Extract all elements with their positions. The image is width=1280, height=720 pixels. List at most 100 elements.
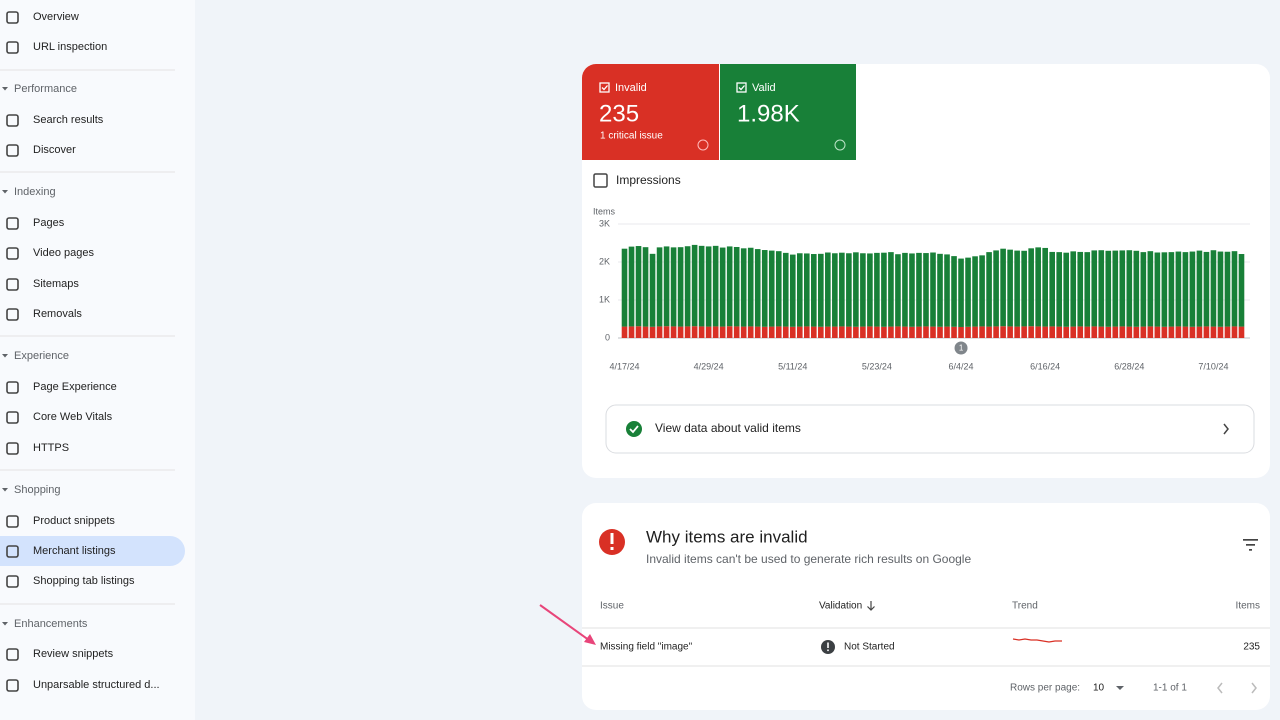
bar <box>1126 326 1133 338</box>
caret <box>2 622 8 626</box>
bar <box>1231 326 1238 338</box>
annotation-marker[interactable] <box>954 341 968 355</box>
help-icon[interactable] <box>697 139 709 151</box>
nav-icon <box>6 679 19 692</box>
nav-section[interactable]: Shopping <box>14 484 61 496</box>
bar <box>1105 326 1112 338</box>
pointer-arrowhead <box>584 634 596 645</box>
bar <box>1119 250 1126 327</box>
bar <box>1021 326 1027 338</box>
help-icon[interactable] <box>834 139 846 151</box>
impressions-label: Impressions <box>616 173 681 187</box>
rows-per-page[interactable]: 10 <box>1093 683 1105 694</box>
bar <box>789 254 796 327</box>
nav-item[interactable]: Review snippets <box>33 648 114 660</box>
bar <box>1070 326 1077 338</box>
error-mark <box>610 547 614 550</box>
bar <box>839 326 845 338</box>
x-tick-label: 5/23/24 <box>862 361 892 371</box>
nav-icon <box>6 442 19 455</box>
bar <box>796 253 803 327</box>
nav-item[interactable]: URL inspection <box>33 41 107 53</box>
filter-icon[interactable] <box>1243 539 1258 551</box>
issue-name[interactable]: Missing field "image" <box>600 642 693 653</box>
column-header[interactable]: Validation <box>819 601 862 612</box>
bar <box>846 253 852 327</box>
nav-icon <box>6 381 19 394</box>
dropdown-arrow[interactable] <box>1116 686 1124 690</box>
bar <box>881 252 887 327</box>
nav-item[interactable]: Sitemaps <box>33 278 79 290</box>
bar <box>1154 326 1161 338</box>
bar <box>1217 326 1224 338</box>
bar <box>1147 251 1154 327</box>
status-mark <box>827 649 829 652</box>
bar <box>649 326 656 338</box>
nav-item[interactable]: Removals <box>33 308 82 320</box>
bar <box>832 253 838 327</box>
nav-item[interactable]: Unparsable structured d... <box>33 679 160 691</box>
bar <box>1140 326 1147 338</box>
bar <box>818 326 824 338</box>
bar <box>979 326 985 338</box>
bar <box>1133 326 1140 338</box>
bar <box>916 252 922 327</box>
bar <box>803 253 810 327</box>
bar <box>719 247 726 327</box>
valid-link[interactable] <box>605 404 1255 454</box>
impressions-checkbox[interactable] <box>593 173 608 188</box>
nav-item[interactable]: Product snippets <box>33 515 115 527</box>
bar <box>628 326 635 338</box>
bar <box>754 249 761 327</box>
bar <box>719 326 726 338</box>
nav-item[interactable]: Video pages <box>33 247 94 259</box>
nav-section[interactable]: Enhancements <box>14 618 88 630</box>
nav-item[interactable]: Core Web Vitals <box>33 411 113 423</box>
nav-item[interactable]: Search results <box>33 114 104 126</box>
next-page[interactable] <box>1251 682 1257 694</box>
bar <box>670 247 677 327</box>
nav-icon <box>6 41 19 54</box>
nav-item[interactable]: Shopping tab listings <box>33 575 135 587</box>
checkbox <box>599 82 610 93</box>
bar <box>1140 252 1147 327</box>
bar <box>1203 326 1210 338</box>
bar <box>642 326 649 338</box>
nav-icon <box>6 308 19 321</box>
prev-page[interactable] <box>1217 682 1223 694</box>
nav-item[interactable]: Overview <box>33 11 79 23</box>
bar <box>1147 326 1154 338</box>
bar <box>867 326 873 338</box>
bar <box>930 252 936 327</box>
nav-icon <box>6 411 19 424</box>
caret <box>2 488 8 492</box>
bar <box>860 326 866 338</box>
nav-section[interactable]: Indexing <box>14 186 56 198</box>
bar <box>775 251 782 327</box>
bar <box>1105 250 1112 327</box>
nav-item[interactable]: Discover <box>33 144 76 156</box>
bar <box>761 250 768 327</box>
nav-item[interactable]: Pages <box>33 217 65 229</box>
bar <box>1084 326 1091 338</box>
bar <box>1189 326 1196 338</box>
bar <box>909 326 915 338</box>
nav-section[interactable]: Experience <box>14 350 69 362</box>
nav-item[interactable]: HTTPS <box>33 442 69 454</box>
bar <box>789 326 796 338</box>
x-tick-label: 4/17/24 <box>609 361 639 371</box>
bar <box>628 246 635 327</box>
nav-icon <box>6 575 19 588</box>
nav-item[interactable]: Merchant listings <box>33 545 116 557</box>
bar <box>965 326 971 338</box>
valid-card[interactable] <box>720 64 856 160</box>
nav-item[interactable]: Page Experience <box>33 381 117 393</box>
invalid-card[interactable] <box>582 64 719 160</box>
nav-section[interactable]: Performance <box>14 83 77 95</box>
bar <box>986 326 992 338</box>
bar <box>663 326 670 338</box>
bar <box>740 248 747 327</box>
bar <box>705 246 712 327</box>
bar <box>1175 251 1182 327</box>
